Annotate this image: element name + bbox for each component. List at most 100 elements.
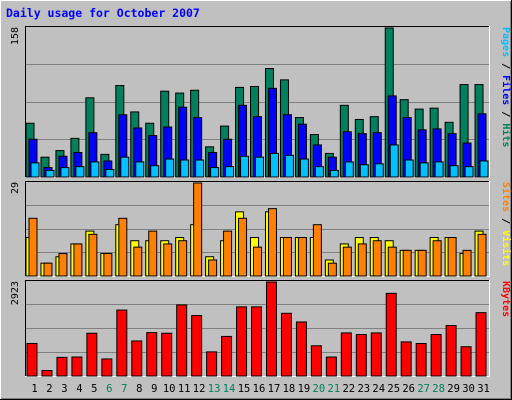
bar-pages-day-30 [464,166,474,178]
series-kbytes [26,281,487,377]
x-label-day-15: 15 [238,383,251,395]
series-sites [28,182,487,277]
legend-part-1: / [500,212,511,230]
bar-kbytes-day-18 [280,312,292,377]
bar-sites-day-10 [163,243,173,277]
bar-kbytes-day-28 [430,334,442,377]
bar-sites-day-26 [402,249,412,277]
bar-sites-day-23 [357,243,367,277]
bar-kbytes-day-26 [400,341,412,377]
bar-pages-day-24 [374,163,384,178]
legend-part-0: Pages [500,27,511,57]
x-label-day-18: 18 [283,383,296,395]
bar-sites-day-4 [73,243,83,277]
bar-kbytes-day-27 [415,343,427,377]
x-label-day-13: 13 [208,383,221,395]
legend-part-0: KBytes [500,281,511,317]
bar-pages-day-21 [329,169,339,178]
x-label-day-28: 28 [432,383,445,395]
bar-sites-day-29 [447,237,457,277]
bar-pages-day-10 [165,158,175,178]
bar-pages-day-6 [105,168,115,178]
bar-kbytes-day-13 [206,351,218,377]
bar-sites-day-12 [193,182,203,277]
bar-sites-day-28 [432,240,442,277]
x-label-day-11: 11 [178,383,191,395]
x-label-day-9: 9 [151,383,157,395]
bar-sites-day-5 [88,233,98,277]
x-label-day-21: 21 [328,383,341,395]
bar-sites-day-13 [208,259,218,277]
bar-kbytes-day-14 [221,335,233,377]
panel-max-label: 29 [10,182,21,194]
legend-part-4: Hits [500,123,512,147]
x-label-day-3: 3 [61,383,67,395]
x-label-day-7: 7 [121,383,127,395]
panel-legend: Pages / Files / Hits [500,27,512,147]
bar-sites-day-1 [28,217,38,277]
x-label-day-31: 31 [477,383,490,395]
bar-kbytes-day-2 [41,370,53,377]
bar-kbytes-day-22 [340,332,352,377]
bar-sites-day-24 [372,240,382,277]
bar-pages-day-27 [419,162,429,178]
x-label-day-24: 24 [372,383,385,395]
bar-pages-day-20 [314,166,324,178]
bar-sites-day-11 [178,240,188,277]
bar-kbytes-day-21 [325,356,337,377]
bar-kbytes-day-31 [475,312,487,377]
series-files [28,87,487,178]
bar-kbytes-day-5 [86,332,98,377]
bar-kbytes-day-9 [146,332,158,377]
bar-pages-day-18 [284,154,294,178]
x-label-day-2: 2 [46,383,52,395]
bar-pages-day-14 [225,166,235,178]
bar-sites-day-19 [297,237,307,277]
bar-sites-day-7 [118,217,128,277]
x-label-day-16: 16 [253,383,266,395]
bar-pages-day-17 [269,152,279,178]
panel-legend: KBytes [500,281,511,317]
bar-pages-day-29 [449,165,459,178]
x-label-day-27: 27 [417,383,430,395]
bar-sites-day-31 [477,233,487,277]
bar-sites-day-8 [133,246,143,277]
bar-kbytes-day-6 [101,358,113,377]
panel-hits-files-pages: 158 Pages / Files / Hits [10,26,512,178]
bar-pages-day-8 [135,161,145,178]
x-label-day-12: 12 [193,383,206,395]
x-label-day-23: 23 [357,383,370,395]
bar-pages-day-19 [299,158,309,178]
bar-pages-day-25 [389,144,399,178]
x-label-day-30: 30 [462,383,475,395]
legend-part-3: / [500,105,511,123]
panel-max-label: 158 [10,27,21,45]
x-axis-day-labels: 1 2 3 4 5 6 7 8 9 10 11 12 13 14 15 16 17 18 19 20 21 22 23 24 2… [31,383,490,395]
bar-kbytes-day-1 [26,343,38,377]
bar-kbytes-day-23 [355,334,367,377]
bar-kbytes-day-16 [251,306,263,377]
bar-sites-day-20 [312,224,322,277]
bar-pages-day-7 [120,156,130,178]
bar-pages-day-31 [479,160,489,178]
bar-sites-day-6 [103,253,113,277]
legend-part-0: Sites [500,182,512,212]
bar-sites-day-25 [387,246,397,277]
bar-pages-day-13 [210,167,220,178]
bar-pages-day-5 [90,161,100,178]
bar-sites-day-21 [327,262,337,277]
legend-part-2: Visits [500,230,512,266]
bar-sites-day-3 [58,253,68,277]
bar-pages-day-15 [240,155,250,178]
x-label-day-10: 10 [163,383,176,395]
x-label-day-17: 17 [268,383,281,395]
bar-sites-day-2 [43,262,53,277]
bar-kbytes-day-11 [176,304,188,377]
bar-pages-day-12 [195,159,205,178]
x-label-day-25: 25 [387,383,400,395]
bar-sites-day-18 [282,237,292,277]
bar-pages-day-1 [30,162,40,178]
bar-pages-day-16 [255,156,265,178]
bar-sites-day-9 [148,230,158,277]
